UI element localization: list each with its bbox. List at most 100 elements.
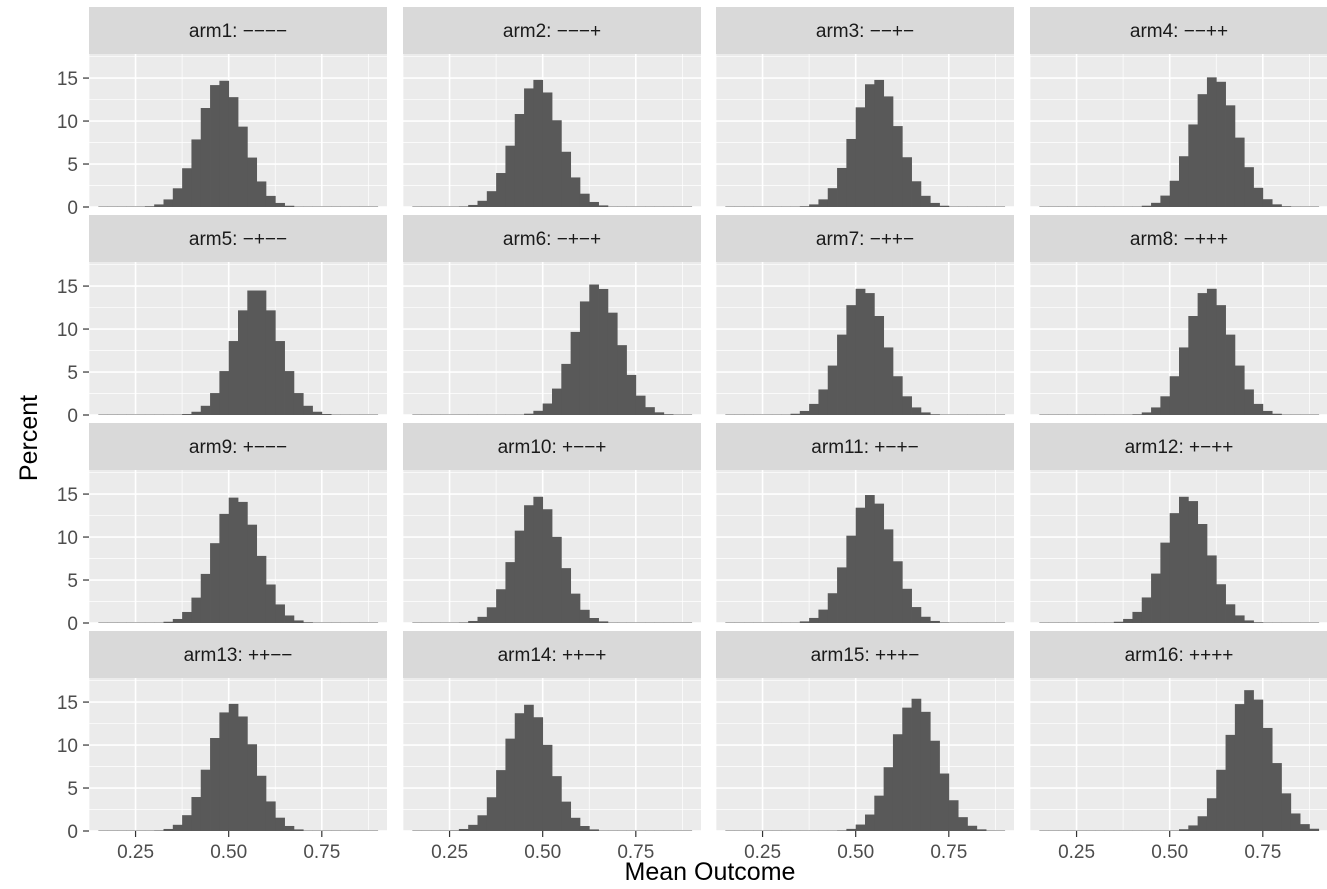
histogram-bar: [284, 615, 295, 623]
facet-title: arm6: −+−+: [503, 229, 601, 250]
histogram-bar: [883, 96, 894, 207]
x-tick-label: 0.75: [303, 842, 340, 863]
histogram-bar: [1169, 180, 1180, 207]
facet-panel: arm14: ++−+ 0.25 0.50 0.75: [402, 631, 701, 863]
histogram-bar: [874, 79, 885, 207]
histogram-bar: [1234, 365, 1245, 415]
histogram-bar: [182, 611, 192, 623]
y-tick-label: 15: [57, 277, 78, 298]
histogram-bar: [210, 738, 220, 831]
facet-strip: [403, 423, 701, 470]
facet-title: arm13: ++−−: [184, 645, 293, 666]
histogram-bar: [256, 181, 267, 207]
histogram-bar: [312, 411, 323, 415]
histogram-bar: [1123, 618, 1133, 623]
histogram-bar: [256, 775, 267, 831]
histogram-bar: [1253, 187, 1264, 207]
histogram-bar: [533, 410, 544, 415]
histogram-bar: [865, 293, 875, 415]
facet-strip: [403, 7, 701, 54]
histogram-bar: [902, 157, 912, 207]
facet-title: arm16: ++++: [1125, 645, 1234, 666]
histogram-bar: [228, 341, 239, 415]
facet-title: arm12: +−++: [1125, 437, 1234, 458]
histogram-bar: [238, 716, 248, 831]
histogram-bar: [514, 530, 525, 623]
histogram-bar: [1206, 555, 1217, 623]
x-tick-label: 0.75: [1244, 842, 1281, 863]
histogram-bar: [570, 331, 581, 415]
histogram-bar: [172, 618, 183, 623]
histogram-bar: [238, 310, 248, 415]
facet-strip: [89, 7, 387, 54]
histogram-bar: [865, 495, 875, 623]
histogram-bar: [1290, 813, 1301, 831]
histogram-bar: [1169, 513, 1180, 623]
histogram-bar: [930, 202, 940, 207]
histogram-bar: [827, 365, 838, 415]
histogram-bar: [1188, 501, 1199, 623]
histogram-bar: [855, 824, 866, 831]
facet-panel: arm8: −+++: [1029, 215, 1327, 416]
facet-panel: arm15: +++− 0.25 0.50 0.75: [715, 631, 1014, 863]
histogram-bar: [265, 310, 276, 415]
facet-title: arm15: +++−: [811, 645, 920, 666]
histogram-bar: [809, 204, 819, 207]
histogram-bar: [902, 707, 912, 831]
histogram-bar: [486, 797, 497, 831]
histogram-bar: [256, 555, 267, 623]
histogram-bar: [1188, 316, 1199, 415]
facet-panel: arm5: −+−− 0 5 10 15: [57, 215, 387, 427]
facet-strip: [1030, 631, 1327, 678]
histogram-bar: [1234, 137, 1245, 207]
x-tick-label: 0.25: [431, 842, 468, 863]
histogram-bar: [920, 195, 931, 207]
y-tick-label: 5: [67, 363, 78, 384]
facet-panel: arm4: −−++: [1029, 7, 1327, 208]
histogram-bar: [626, 374, 637, 415]
y-tick-label: 5: [67, 155, 78, 176]
histogram-bar: [846, 305, 857, 415]
facet-title: arm11: +−+−: [811, 437, 918, 458]
histogram-bar: [911, 607, 922, 623]
histogram-bar: [1151, 202, 1161, 207]
histogram-bar: [303, 405, 313, 415]
histogram-bar: [1262, 727, 1273, 831]
histogram-bar: [303, 622, 313, 623]
histogram-bar: [200, 108, 211, 207]
histogram-bar: [247, 744, 258, 831]
histogram-bar: [486, 191, 497, 207]
histogram-bar: [458, 206, 469, 207]
histogram-bar: [200, 573, 211, 623]
histogram-bar: [790, 413, 801, 415]
y-tick-label: 0: [67, 614, 78, 635]
histogram-bar: [238, 126, 248, 207]
histogram-bar: [524, 88, 534, 207]
histogram-bar: [799, 621, 810, 623]
facet-title: arm3: −−+−: [816, 21, 914, 42]
facet-panel: arm7: −++−: [715, 215, 1014, 416]
histogram-bar: [818, 199, 829, 207]
histogram-bar: [883, 347, 894, 415]
histogram-bar: [154, 204, 164, 207]
histogram-bar: [865, 84, 875, 207]
x-tick-label: 0.25: [117, 842, 154, 863]
histogram-bar: [486, 607, 497, 623]
y-tick-label: 15: [57, 693, 78, 714]
histogram-bar: [524, 505, 534, 623]
histogram-bar: [589, 618, 599, 623]
histogram-bar: [1216, 769, 1226, 831]
histogram-bar: [1234, 704, 1245, 831]
facet-panel: arm12: +−++: [1029, 423, 1327, 624]
histogram-bar: [219, 80, 230, 207]
histogram-bar: [561, 568, 572, 623]
histogram-bar: [570, 817, 581, 831]
histogram-bar: [1206, 77, 1217, 207]
histogram-bar: [846, 138, 857, 207]
histogram-bar: [468, 204, 478, 207]
histogram-bar: [172, 824, 183, 831]
histogram-bar: [552, 388, 562, 415]
histogram-bar: [948, 800, 959, 831]
histogram-bar: [1253, 403, 1264, 415]
histogram-bar: [1225, 734, 1236, 831]
